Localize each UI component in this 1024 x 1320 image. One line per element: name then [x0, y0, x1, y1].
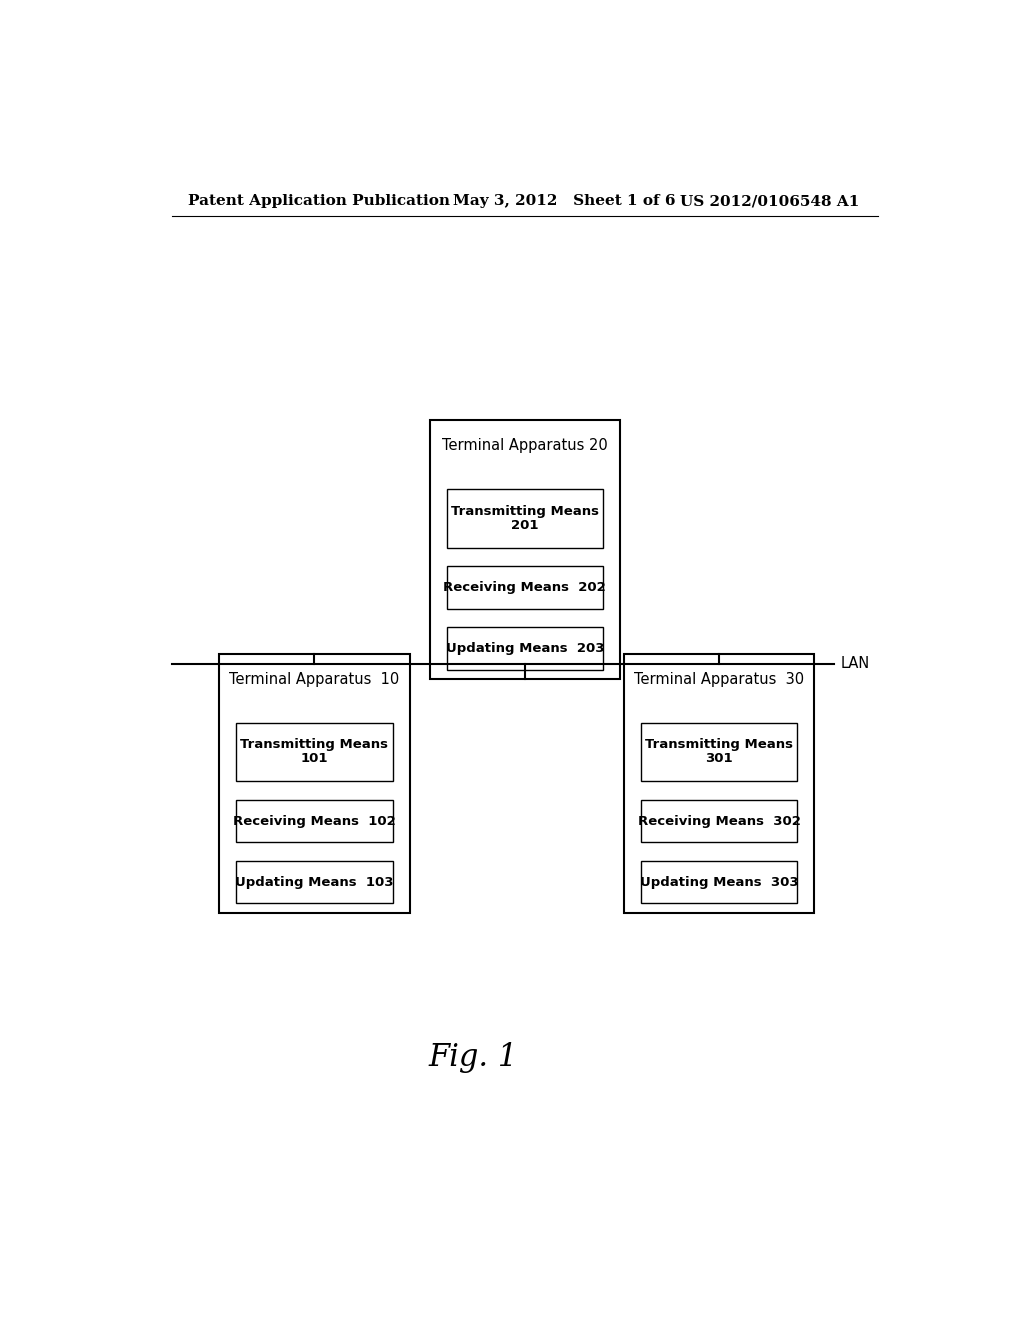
Bar	[237, 722, 392, 781]
Text: Terminal Apparatus  30: Terminal Apparatus 30	[634, 672, 804, 688]
Bar	[641, 861, 798, 903]
Bar	[219, 653, 410, 913]
Text: Receiving Means  102: Receiving Means 102	[233, 814, 396, 828]
Text: Transmitting Means
101: Transmitting Means 101	[241, 738, 388, 766]
Text: Terminal Apparatus  10: Terminal Apparatus 10	[229, 672, 399, 688]
Bar	[446, 566, 603, 609]
Text: Updating Means  303: Updating Means 303	[640, 875, 799, 888]
Text: Terminal Apparatus 20: Terminal Apparatus 20	[442, 438, 607, 453]
Text: US 2012/0106548 A1: US 2012/0106548 A1	[680, 194, 859, 209]
Bar	[237, 861, 392, 903]
Text: Receiving Means  302: Receiving Means 302	[638, 814, 801, 828]
Text: Updating Means  203: Updating Means 203	[445, 642, 604, 655]
Text: Fig. 1: Fig. 1	[429, 1043, 518, 1073]
Bar	[237, 800, 392, 842]
Text: May 3, 2012   Sheet 1 of 6: May 3, 2012 Sheet 1 of 6	[454, 194, 676, 209]
Text: LAN: LAN	[841, 656, 870, 671]
Bar	[624, 653, 814, 913]
Text: Receiving Means  202: Receiving Means 202	[443, 581, 606, 594]
Text: Patent Application Publication: Patent Application Publication	[187, 194, 450, 209]
Text: Transmitting Means
201: Transmitting Means 201	[451, 504, 599, 532]
Bar	[641, 722, 798, 781]
Bar	[446, 627, 603, 669]
Text: Transmitting Means
301: Transmitting Means 301	[645, 738, 794, 766]
Text: Updating Means  103: Updating Means 103	[236, 875, 394, 888]
Bar	[641, 800, 798, 842]
Bar	[430, 420, 621, 680]
Bar	[446, 488, 603, 548]
